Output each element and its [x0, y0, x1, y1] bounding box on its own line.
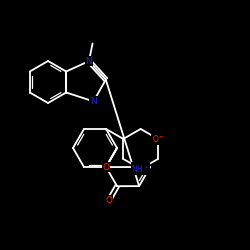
Text: N: N	[86, 57, 92, 66]
Text: N: N	[90, 97, 97, 106]
Text: O: O	[102, 163, 110, 172]
Text: NH$^+$: NH$^+$	[132, 163, 150, 175]
Text: O: O	[106, 196, 113, 204]
Text: O$^{-}$: O$^{-}$	[152, 134, 164, 144]
